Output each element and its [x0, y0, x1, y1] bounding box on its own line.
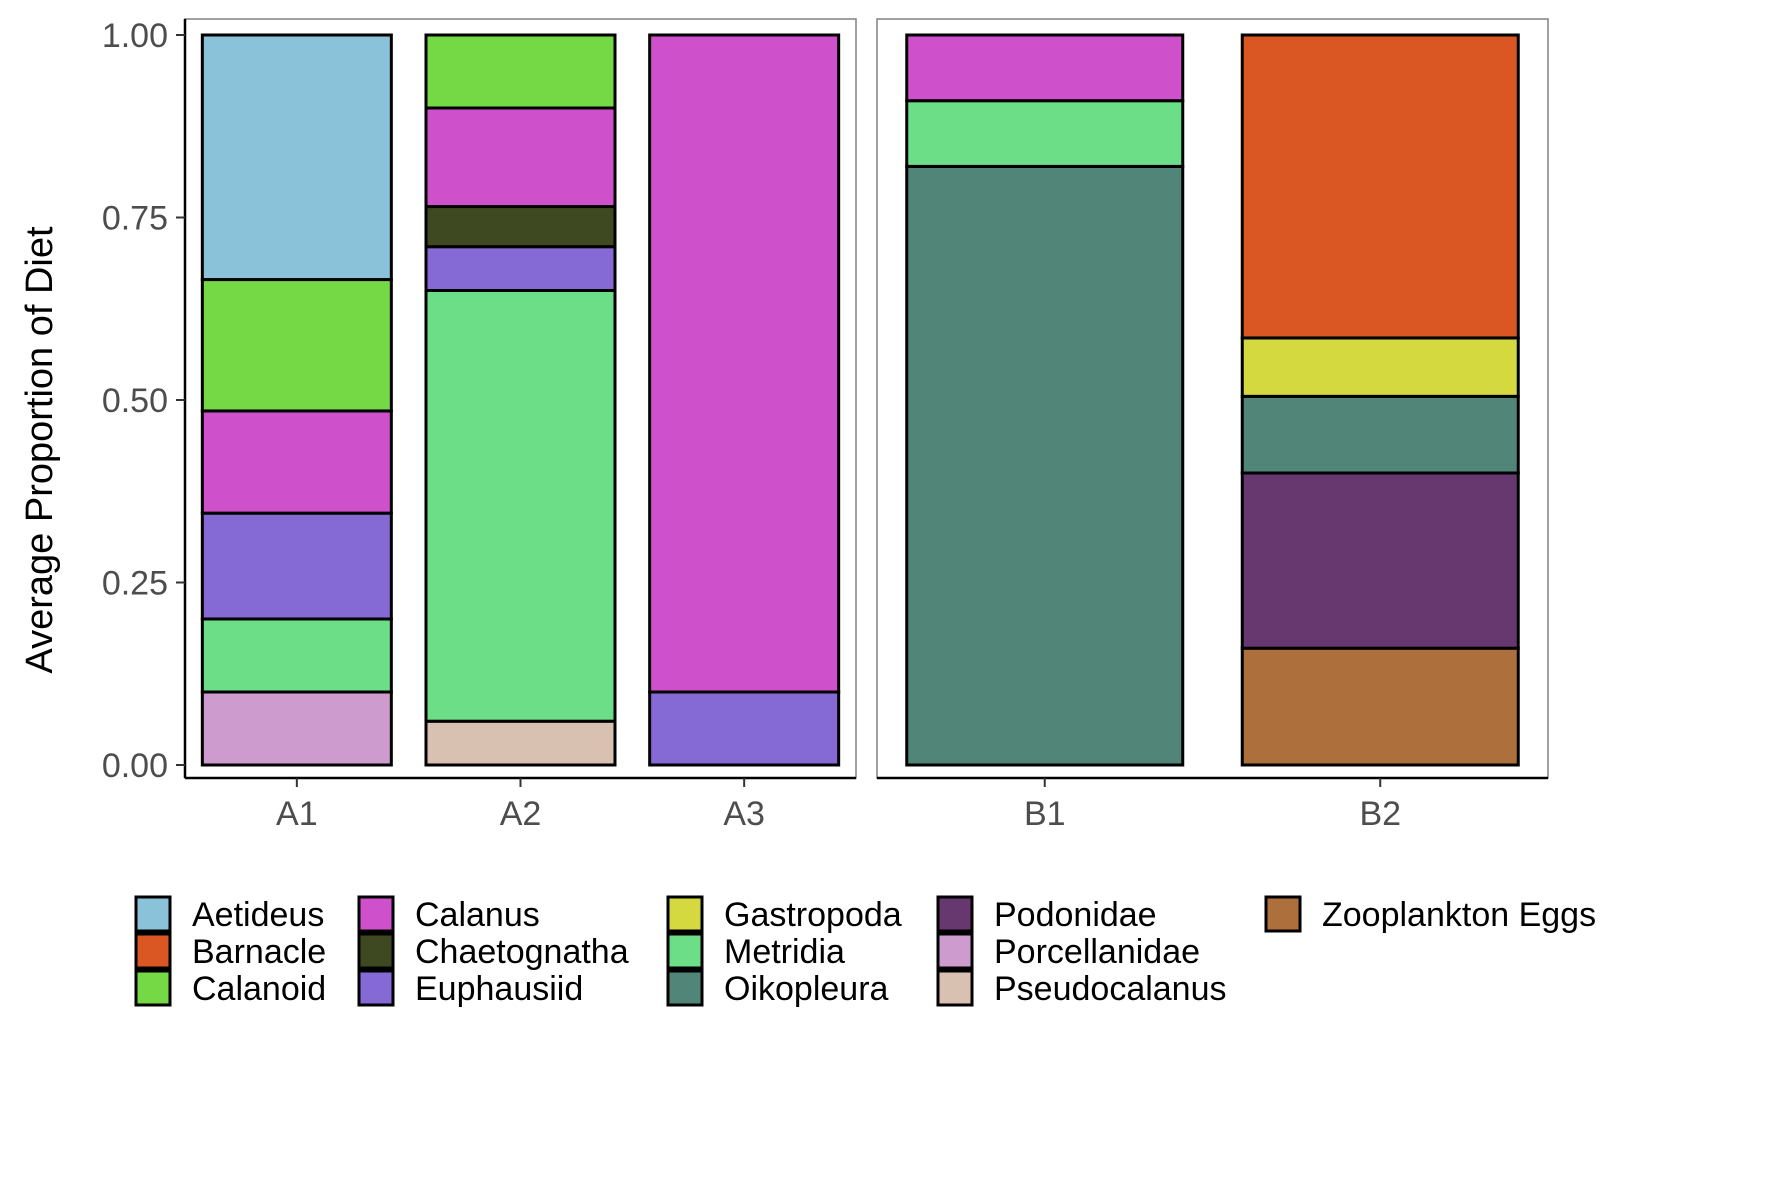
legend-swatch — [357, 932, 395, 970]
legend-swatch — [357, 969, 395, 1007]
bar-segment-barnacle — [1240, 33, 1520, 340]
legend-item: Calanoid — [134, 969, 326, 1008]
bar-A1 — [200, 33, 393, 767]
legend-label: Oikopleura — [724, 970, 889, 1008]
legend-swatch — [134, 932, 172, 970]
legend-swatch — [1264, 895, 1302, 933]
y-tick-label: 0.50 — [102, 382, 168, 420]
bar-segment-gastropoda — [1240, 336, 1520, 398]
facet-panels: 0.00 0.25 0.50 0.75 1.00 A1 A2 A3 B1 B2 — [102, 17, 1549, 833]
legend-item: Metridia — [666, 932, 845, 971]
bar-segment-euphausiid — [648, 690, 841, 767]
bar-segment-calanoid — [200, 278, 393, 413]
bar-segment-porcellanidae — [200, 690, 393, 767]
y-axis-title: Average Proportion of Diet — [19, 226, 61, 674]
legend-item: Zooplankton Eggs — [1264, 895, 1596, 934]
bar-segment-calanus — [648, 33, 841, 694]
bar-A2 — [424, 33, 617, 767]
bar-segment-euphausiid — [424, 245, 617, 292]
legend-item: Calanus — [357, 895, 540, 934]
legend-swatch — [936, 969, 974, 1007]
bar-segment-zooplankton-eggs — [1240, 646, 1520, 767]
y-tick-label: 1.00 — [102, 17, 168, 55]
y-tick-label: 0.00 — [102, 747, 168, 785]
legend-label: Calanus — [415, 896, 540, 934]
x-tick-label: A3 — [723, 795, 765, 833]
legend-swatch — [666, 932, 704, 970]
legend-item: Chaetognatha — [357, 932, 629, 971]
x-tick-label: A2 — [500, 795, 542, 833]
legend-label: Barnacle — [192, 933, 326, 971]
bar-B1 — [905, 33, 1185, 767]
legend-item: Oikopleura — [666, 969, 889, 1008]
legend-swatch — [134, 895, 172, 933]
legend-label: Calanoid — [192, 970, 326, 1008]
bar-segment-calanoid — [424, 33, 617, 110]
legend-item: Barnacle — [134, 932, 326, 971]
bar-segment-euphausiid — [200, 511, 393, 621]
bar-segment-chaetognatha — [424, 205, 617, 249]
bar-segment-metridia — [200, 617, 393, 694]
bar-segment-calanus — [424, 106, 617, 209]
legend-swatch — [666, 895, 704, 933]
bar-B2 — [1240, 33, 1520, 767]
bar-segment-calanus — [905, 33, 1185, 103]
facet-panel-1: 0.00 0.25 0.50 0.75 1.00 A1 A2 A3 — [102, 17, 857, 833]
facet-panel-2: B1 B2 — [876, 18, 1549, 833]
legend-label: Metridia — [724, 933, 845, 971]
bar-segment-metridia — [905, 99, 1185, 168]
bar-segment-oikopleura — [1240, 394, 1520, 475]
bar-segment-pseudocalanus — [424, 719, 617, 767]
legend-label: Gastropoda — [724, 896, 902, 934]
bar-segment-oikopleura — [905, 164, 1185, 767]
legend-label: Zooplankton Eggs — [1322, 896, 1596, 934]
bar-segment-aetideus — [200, 33, 393, 282]
legend-item: Aetideus — [134, 895, 324, 934]
legend-item: Porcellanidae — [936, 932, 1200, 971]
legend-swatch — [936, 895, 974, 933]
bar-segment-metridia — [424, 289, 617, 723]
legend-swatch — [357, 895, 395, 933]
legend-swatch — [666, 969, 704, 1007]
bar-A3 — [648, 33, 841, 767]
legend-label: Chaetognatha — [415, 933, 629, 971]
bar-segment-calanus — [200, 409, 393, 515]
y-tick-label: 0.25 — [102, 565, 168, 603]
x-tick-label: B1 — [1024, 795, 1066, 833]
y-tick-label: 0.75 — [102, 200, 168, 238]
legend-label: Porcellanidae — [994, 933, 1200, 971]
legend-item: Euphausiid — [357, 969, 583, 1008]
legend-label: Pseudocalanus — [994, 970, 1227, 1008]
x-tick-label: B2 — [1359, 795, 1401, 833]
x-tick-label: A1 — [276, 795, 318, 833]
legend-item: Podonidae — [936, 895, 1157, 934]
bar-segment-podonidae — [1240, 471, 1520, 650]
legend-swatch — [936, 932, 974, 970]
legend-label: Podonidae — [994, 896, 1157, 934]
legend-swatch — [134, 969, 172, 1007]
legend-item: Gastropoda — [666, 895, 902, 934]
legend-label: Aetideus — [192, 896, 324, 934]
legend-label: Euphausiid — [415, 970, 583, 1008]
legend-item: Pseudocalanus — [936, 969, 1227, 1008]
